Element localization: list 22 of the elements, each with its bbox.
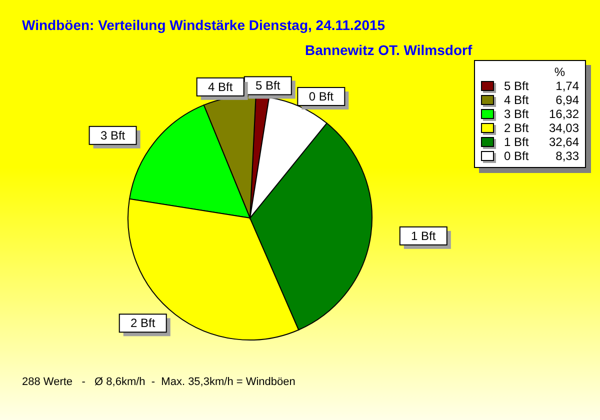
slice-label: 3 Bft (100, 128, 126, 142)
chart-title: Windböen: Verteilung Windstärke Dienstag, 24.11.2015 (22, 17, 386, 33)
legend-label: 3 Bft (504, 107, 530, 121)
data-label: 32,64 (548, 135, 579, 149)
legend-label: 0 Bft (504, 149, 530, 163)
data-label: 8,33 (554, 149, 579, 163)
data-label: 34,03 (548, 121, 579, 135)
slice-label: 1 Bft (411, 228, 436, 243)
legend-label: 4 Bft (504, 93, 530, 107)
slice-label: 2 Bft (130, 316, 156, 330)
data-label: 1,74 (554, 79, 579, 93)
data-label: 6,94 (554, 93, 579, 107)
legend-title: % (553, 65, 566, 79)
text: 288 Werte - Ø 8,6km/h - Max. 35,3km/h = Windböen (22, 376, 296, 388)
chart-subtitle: Bannewitz OT. Wilmsdorf (305, 42, 472, 58)
data-label: 16,32 (548, 107, 579, 121)
legend-label: 2 Bft (504, 121, 530, 135)
legend-label: 5 Bft (504, 79, 530, 93)
slice-label: 5 Bft (256, 78, 281, 93)
legend-label: 1 Bft (504, 135, 530, 149)
slice-label: 0 Bft (308, 89, 334, 104)
slice-label: 4 Bft (208, 80, 234, 94)
